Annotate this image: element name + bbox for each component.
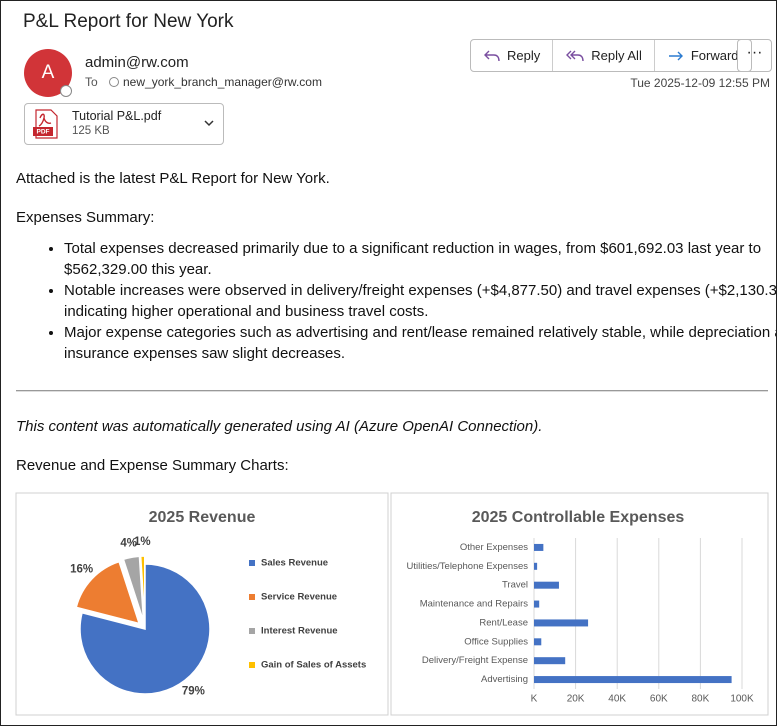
more-actions-button[interactable]: ··· bbox=[737, 39, 772, 72]
recipient-status bbox=[109, 77, 119, 87]
legend-marker bbox=[249, 662, 255, 668]
divider bbox=[16, 390, 768, 392]
heading: Expenses Summary: bbox=[16, 209, 155, 226]
legend-marker bbox=[249, 628, 255, 634]
reply-all-button[interactable]: Reply All bbox=[553, 40, 655, 71]
legend-label: Service Revenue bbox=[261, 592, 337, 603]
forward-label: Forward bbox=[690, 48, 739, 63]
legend-marker bbox=[249, 594, 255, 600]
legend-marker bbox=[249, 560, 255, 566]
forward-button[interactable]: Forward bbox=[655, 40, 751, 71]
y-tick-label: Travel bbox=[502, 580, 528, 591]
bar bbox=[534, 676, 732, 684]
x-tick-label: 100K bbox=[730, 694, 754, 705]
to-label: To bbox=[85, 75, 98, 89]
subject: P&L Report for New York bbox=[23, 11, 234, 32]
pie-slice bbox=[122, 555, 145, 622]
legend-label: Interest Revenue bbox=[261, 626, 338, 637]
chart-title: 2025 Controllable Expenses bbox=[472, 509, 685, 526]
data-label: 79% bbox=[182, 685, 205, 697]
x-tick-label: 80K bbox=[692, 694, 710, 705]
x-tick-label: K bbox=[531, 694, 538, 705]
presence-indicator bbox=[60, 85, 72, 97]
disclaimer: This content was automatically generated… bbox=[16, 418, 543, 435]
bullet: Major expense categories such as adverti… bbox=[64, 322, 776, 364]
data-label: 1% bbox=[134, 536, 151, 548]
y-tick-label: Other Expenses bbox=[460, 542, 528, 553]
y-tick-label: Maintenance and Repairs bbox=[420, 599, 529, 610]
attachment-name: Tutorial P&L.pdf bbox=[72, 109, 162, 123]
reply-button[interactable]: Reply bbox=[471, 40, 554, 71]
data-label: 4% bbox=[120, 538, 137, 550]
bar bbox=[534, 581, 559, 589]
x-tick-label: 20K bbox=[567, 694, 585, 705]
chart-title: 2025 Revenue bbox=[149, 509, 256, 526]
data-label: 16% bbox=[70, 563, 93, 575]
bar bbox=[534, 600, 540, 608]
pdf-icon-label: PDF bbox=[37, 129, 50, 136]
bar bbox=[534, 543, 544, 551]
attachment[interactable]: PDF Tutorial P&L.pdf 125 KB bbox=[24, 103, 224, 145]
legend-label: Sales Revenue bbox=[261, 558, 328, 569]
date: Tue 2025-12-09 12:55 PM bbox=[630, 76, 770, 90]
charts-heading: Revenue and Expense Summary Charts: bbox=[16, 457, 289, 474]
intro: Attached is the latest P&L Report for Ne… bbox=[16, 170, 330, 187]
sender: admin@rw.com bbox=[85, 54, 189, 71]
attachment-size: 125 KB bbox=[72, 125, 110, 137]
reply-all-icon bbox=[566, 50, 584, 61]
y-tick-label: Office Supplies bbox=[464, 636, 528, 647]
legend-label: Gain of Sales of Assets bbox=[261, 660, 366, 671]
x-tick-label: 40K bbox=[608, 694, 626, 705]
reply-all-label: Reply All bbox=[591, 48, 642, 63]
pie-slice bbox=[79, 563, 211, 695]
forward-icon bbox=[668, 51, 683, 60]
bullet-list: Total expenses decreased primarily due t… bbox=[16, 238, 776, 364]
y-tick-label: Utilities/Telephone Expenses bbox=[407, 561, 529, 572]
bar bbox=[534, 619, 589, 627]
y-tick-label: Rent/Lease bbox=[479, 617, 528, 628]
y-tick-label: Advertising bbox=[481, 674, 528, 685]
bar bbox=[534, 638, 542, 646]
bar bbox=[534, 657, 566, 665]
action-buttons: Reply Reply All Forward bbox=[470, 39, 752, 72]
reply-label: Reply bbox=[507, 48, 541, 63]
bar bbox=[534, 562, 538, 570]
recipient[interactable]: new_york_branch_manager@rw.com bbox=[123, 75, 322, 89]
reply-icon bbox=[484, 50, 500, 61]
bullet: Notable increases were observed in deliv… bbox=[64, 280, 776, 322]
pdf-icon: PDF bbox=[33, 109, 58, 139]
attachment-menu[interactable] bbox=[203, 118, 215, 128]
pie-slice bbox=[75, 560, 141, 625]
y-tick-label: Delivery/Freight Expense bbox=[422, 655, 528, 666]
bullet: Total expenses decreased primarily due t… bbox=[64, 238, 776, 280]
pie-slice bbox=[139, 555, 146, 622]
x-tick-label: 60K bbox=[650, 694, 668, 705]
